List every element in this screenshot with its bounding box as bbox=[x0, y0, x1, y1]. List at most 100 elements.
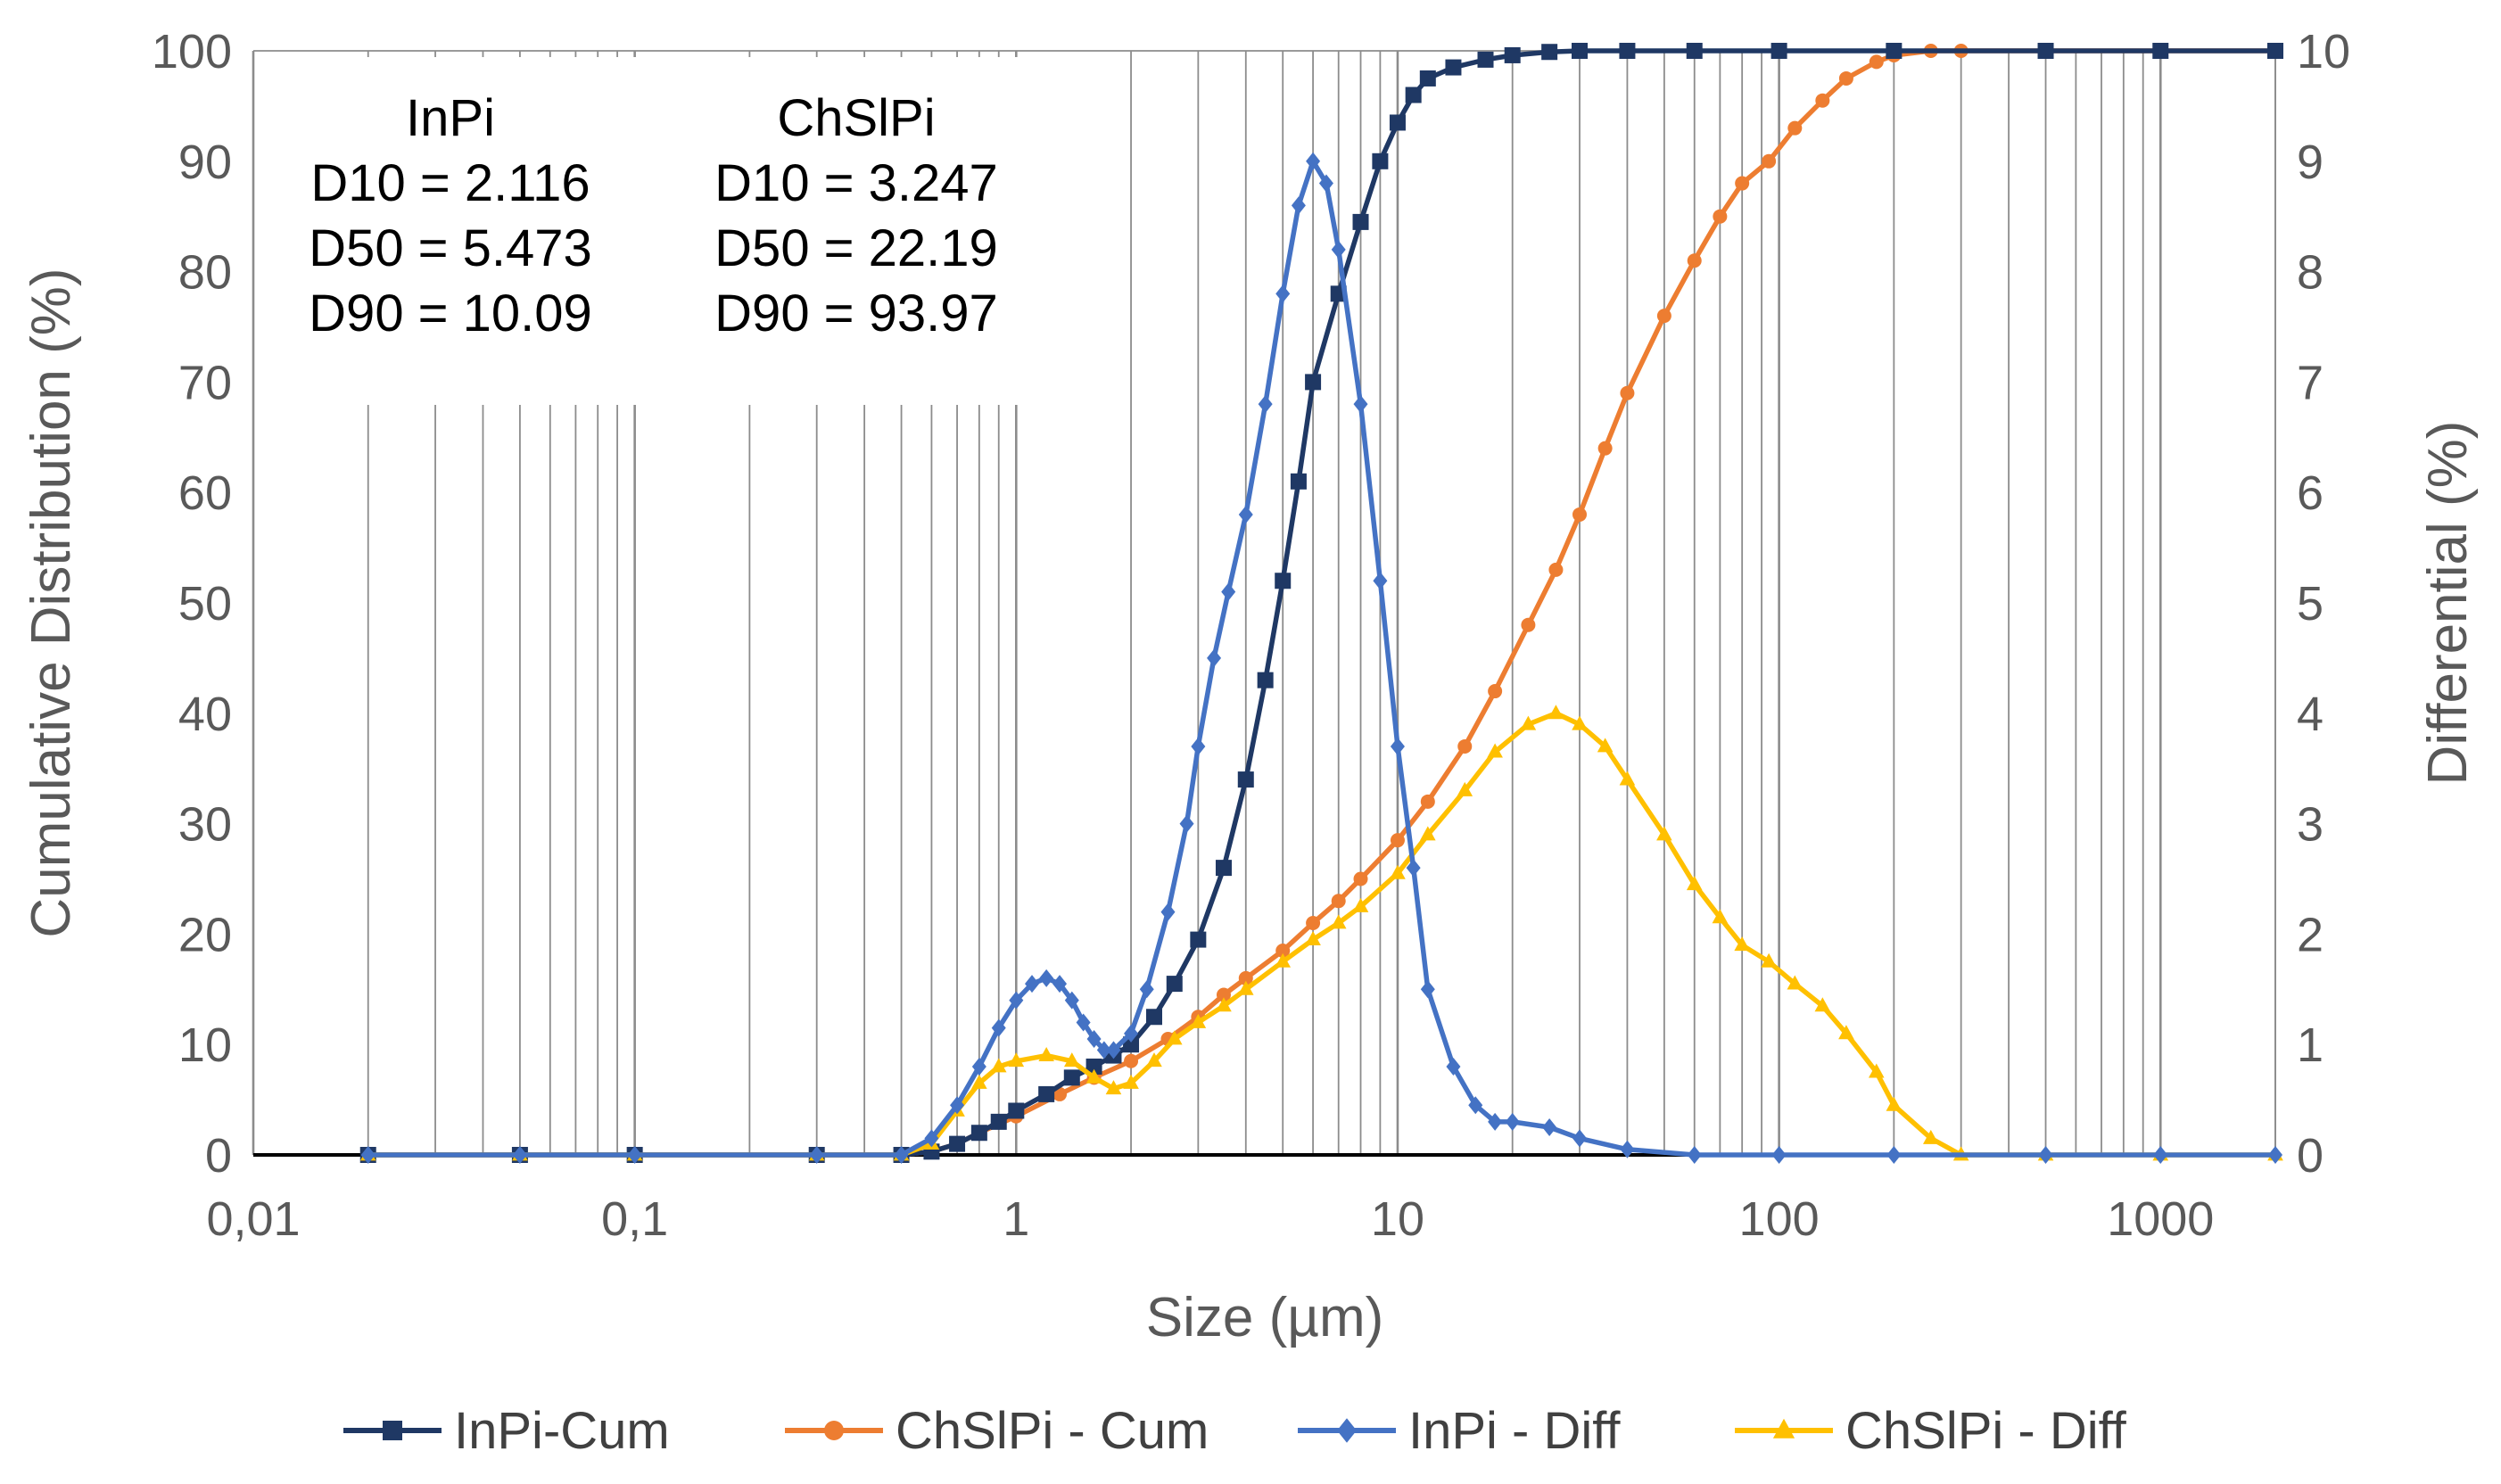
data-point-inpi-diff bbox=[1124, 1024, 1139, 1043]
data-point-inpi-cum bbox=[1063, 1069, 1080, 1086]
data-point-chslpi-cum bbox=[1620, 385, 1635, 400]
data-point-chslpi-cum bbox=[1815, 93, 1830, 108]
data-point-inpi-cum bbox=[1085, 1058, 1102, 1075]
data-point-inpi-cum bbox=[2037, 43, 2054, 59]
data-point-chslpi-diff bbox=[1008, 1052, 1025, 1068]
data-point-inpi-cum bbox=[1504, 46, 1521, 63]
data-point-inpi-diff bbox=[360, 1146, 376, 1164]
data-point-inpi-cum bbox=[970, 1125, 987, 1142]
data-point-inpi-diff bbox=[1771, 1146, 1787, 1164]
data-point-inpi-diff bbox=[1572, 1129, 1588, 1148]
data-point-inpi-cum bbox=[1008, 1102, 1025, 1119]
legend-item-chslpi-cum: ChSlPi - Cum bbox=[785, 1402, 1209, 1460]
y-tick-label: 60 bbox=[178, 466, 232, 520]
data-point-chslpi-diff bbox=[1734, 936, 1750, 952]
data-point-inpi-cum bbox=[1190, 931, 1207, 948]
y-tick-label: 20 bbox=[178, 908, 232, 961]
y2-tick-label: 0 bbox=[2297, 1129, 2324, 1183]
data-point-chslpi-diff bbox=[1457, 781, 1473, 796]
annotation-inpi-line-2: D50 = 5.473 bbox=[309, 219, 592, 277]
data-point-inpi-cum bbox=[1352, 213, 1369, 230]
series-line-chslpi-diff bbox=[367, 711, 2275, 1158]
data-point-inpi-diff bbox=[1179, 814, 1194, 833]
x-tick-label: 0,01 bbox=[206, 1192, 300, 1246]
data-point-chslpi-diff bbox=[1886, 1096, 1903, 1111]
data-point-chslpi-cum bbox=[1548, 562, 1564, 577]
data-point-inpi-diff bbox=[1505, 1112, 1520, 1131]
y2-tick-label: 4 bbox=[2297, 688, 2324, 741]
annotation-chslpi-line-0: ChSlPi bbox=[777, 89, 935, 147]
y2-axis-title: Differential (%) bbox=[2417, 421, 2479, 786]
y-tick-label: 0 bbox=[205, 1129, 232, 1183]
data-point-chslpi-cum bbox=[1838, 70, 1853, 86]
data-point-inpi-diff bbox=[1353, 395, 1368, 414]
data-point-inpi-cum bbox=[1445, 59, 1462, 76]
data-point-inpi-diff bbox=[1258, 395, 1273, 414]
y-tick-label: 50 bbox=[178, 577, 232, 631]
data-point-chslpi-cum bbox=[1687, 253, 1702, 268]
data-point-chslpi-diff bbox=[1390, 864, 1406, 879]
data-point-inpi-diff bbox=[1039, 969, 1054, 987]
data-point-chslpi-cum bbox=[1597, 441, 1613, 456]
annotation-inpi-line-1: D10 = 2.116 bbox=[310, 154, 590, 212]
data-point-inpi-cum bbox=[2152, 43, 2169, 59]
data-point-chslpi-cum bbox=[1869, 54, 1884, 70]
data-point-inpi-cum bbox=[1389, 114, 1406, 131]
axis-titles: Size (µm) Cumulative Distribution (%) Di… bbox=[21, 268, 2479, 1348]
data-point-inpi-diff bbox=[1238, 505, 1253, 524]
y2-tick-label: 9 bbox=[2297, 136, 2324, 189]
data-point-inpi-diff bbox=[1275, 284, 1291, 303]
x-tick-label: 0,1 bbox=[601, 1192, 668, 1246]
data-point-chslpi-cum bbox=[1124, 1053, 1139, 1068]
y2-tick-label: 8 bbox=[2297, 246, 2324, 300]
data-point-chslpi-cum bbox=[1216, 987, 1231, 1002]
data-point-chslpi-diff bbox=[1190, 1013, 1207, 1028]
legend-label-chslpi-diff: ChSlPi - Diff bbox=[1845, 1402, 2127, 1460]
data-point-inpi-diff bbox=[1331, 240, 1346, 259]
data-point-inpi-diff bbox=[627, 1146, 642, 1164]
data-point-chslpi-diff bbox=[1216, 997, 1232, 1012]
data-point-inpi-cum bbox=[1419, 70, 1436, 87]
data-point-inpi-cum bbox=[1275, 573, 1292, 589]
x-tick-label: 100 bbox=[1739, 1192, 1820, 1246]
y-tick-label: 30 bbox=[178, 798, 232, 852]
data-point-chslpi-diff bbox=[1656, 826, 1672, 841]
data-point-inpi-diff bbox=[1620, 1140, 1635, 1158]
series-chslpi-diff bbox=[359, 705, 2283, 1161]
data-point-chslpi-cum bbox=[1306, 916, 1321, 931]
data-point-chslpi-cum bbox=[1735, 176, 1750, 191]
data-point-chslpi-cum bbox=[1713, 209, 1728, 224]
data-point-inpi-diff bbox=[1373, 572, 1388, 590]
data-point-inpi-diff bbox=[512, 1146, 527, 1164]
data-point-chslpi-diff bbox=[1063, 1052, 1080, 1068]
data-point-chslpi-diff bbox=[1922, 1129, 1939, 1144]
annotation-inpi-line-0: InPi bbox=[406, 89, 495, 147]
data-point-inpi-diff bbox=[1139, 980, 1154, 999]
legend-label-inpi-diff: InPi - Diff bbox=[1408, 1402, 1621, 1460]
data-point-inpi-cum bbox=[1541, 44, 1558, 61]
data-point-inpi-diff bbox=[1096, 1041, 1111, 1059]
y2-tick-label: 1 bbox=[2297, 1018, 2324, 1072]
data-point-inpi-cum bbox=[1771, 43, 1787, 59]
legend-item-inpi-cum: InPi-Cum bbox=[343, 1402, 670, 1460]
data-point-chslpi-diff bbox=[1166, 1030, 1183, 1045]
x-tick-label: 10 bbox=[1371, 1192, 1424, 1246]
data-point-chslpi-cum bbox=[1521, 617, 1536, 632]
data-point-inpi-diff bbox=[1086, 1030, 1102, 1049]
data-point-inpi-cum bbox=[1237, 771, 1254, 788]
y-tick-label: 40 bbox=[178, 688, 232, 741]
data-point-inpi-diff bbox=[2038, 1146, 2053, 1164]
data-point-chslpi-diff bbox=[1520, 715, 1537, 730]
data-point-inpi-cum bbox=[1038, 1085, 1055, 1102]
data-point-chslpi-diff bbox=[1487, 743, 1503, 758]
data-point-inpi-diff bbox=[1221, 582, 1236, 601]
data-point-inpi-cum bbox=[1686, 43, 1703, 59]
data-point-chslpi-diff bbox=[1146, 1052, 1162, 1068]
data-point-chslpi-diff bbox=[1105, 1080, 1122, 1095]
data-point-chslpi-diff bbox=[1038, 1046, 1054, 1061]
data-point-chslpi-cum bbox=[1488, 684, 1503, 699]
y2-tick-label: 3 bbox=[2297, 798, 2324, 852]
data-point-chslpi-diff bbox=[1275, 952, 1292, 968]
x-tick-label: 1 bbox=[1003, 1192, 1029, 1246]
data-point-inpi-diff bbox=[991, 1018, 1006, 1037]
